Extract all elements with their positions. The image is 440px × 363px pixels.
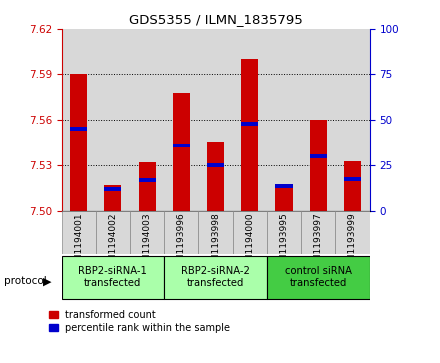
Bar <box>344 161 361 211</box>
Bar <box>164 256 267 299</box>
Bar <box>310 120 327 211</box>
Bar <box>62 211 96 254</box>
Bar <box>275 185 293 211</box>
Bar <box>233 211 267 254</box>
Text: GSM1194001: GSM1194001 <box>74 213 83 273</box>
Text: RBP2-siRNA-1
transfected: RBP2-siRNA-1 transfected <box>78 266 147 288</box>
Bar <box>267 211 301 254</box>
Bar <box>335 29 370 211</box>
Bar <box>301 29 335 211</box>
Legend: transformed count, percentile rank within the sample: transformed count, percentile rank withi… <box>49 310 231 333</box>
Bar <box>139 162 156 211</box>
Bar <box>62 256 164 299</box>
Text: GSM1193999: GSM1193999 <box>348 213 357 273</box>
Bar <box>267 256 370 299</box>
Text: GSM1194003: GSM1194003 <box>143 213 152 273</box>
Text: GSM1193998: GSM1193998 <box>211 213 220 273</box>
Bar <box>344 177 361 181</box>
Bar <box>62 29 96 211</box>
Bar <box>310 154 327 158</box>
Bar <box>198 211 233 254</box>
Text: protocol: protocol <box>4 276 47 286</box>
Bar <box>130 29 164 211</box>
Text: RBP2-siRNA-2
transfected: RBP2-siRNA-2 transfected <box>181 266 250 288</box>
Text: GSM1194002: GSM1194002 <box>108 213 117 273</box>
Bar <box>104 185 121 211</box>
Text: GSM1193995: GSM1193995 <box>279 213 289 273</box>
Text: ▶: ▶ <box>43 276 51 286</box>
Bar <box>173 144 190 147</box>
Bar <box>233 29 267 211</box>
Bar <box>164 211 198 254</box>
Bar <box>139 178 156 182</box>
Text: GSM1194000: GSM1194000 <box>246 213 254 273</box>
Bar <box>70 74 87 211</box>
Text: control siRNA
transfected: control siRNA transfected <box>285 266 352 288</box>
Bar <box>207 143 224 211</box>
Bar <box>241 122 258 126</box>
Bar <box>70 127 87 131</box>
Bar <box>207 163 224 167</box>
Bar <box>104 187 121 191</box>
Bar <box>96 29 130 211</box>
Bar <box>130 211 164 254</box>
Text: GSM1193996: GSM1193996 <box>177 213 186 273</box>
Bar <box>275 184 293 188</box>
Title: GDS5355 / ILMN_1835795: GDS5355 / ILMN_1835795 <box>129 13 302 26</box>
Bar <box>173 93 190 211</box>
Bar <box>241 59 258 211</box>
Bar <box>267 29 301 211</box>
Bar <box>335 211 370 254</box>
Bar <box>96 211 130 254</box>
Bar <box>164 29 198 211</box>
Bar <box>198 29 233 211</box>
Bar <box>301 211 335 254</box>
Text: GSM1193997: GSM1193997 <box>314 213 323 273</box>
